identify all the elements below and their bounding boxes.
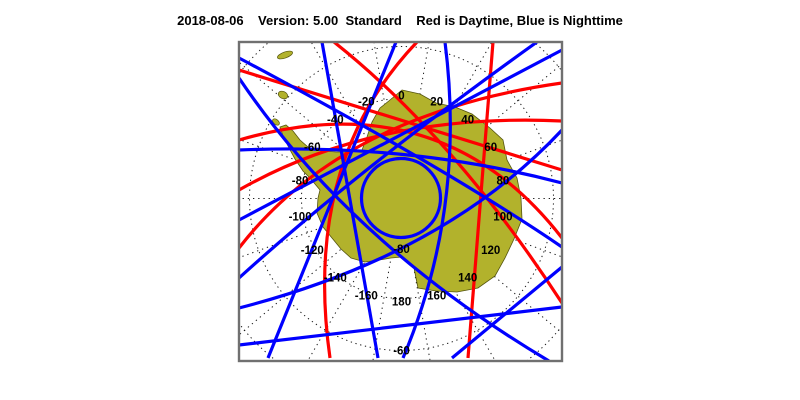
longitude-label: 60 bbox=[484, 142, 497, 154]
longitude-label: -60 bbox=[304, 142, 321, 154]
longitude-label: 180 bbox=[392, 297, 411, 309]
nighttime-track bbox=[401, 42, 452, 359]
nighttime-track bbox=[239, 147, 562, 185]
nighttime-track bbox=[239, 128, 562, 310]
latitude-circle bbox=[249, 46, 554, 351]
island bbox=[277, 90, 289, 100]
longitude-label: -20 bbox=[358, 97, 375, 109]
longitude-label: 160 bbox=[427, 290, 446, 302]
longitude-label: -40 bbox=[327, 115, 344, 127]
daytime-track bbox=[239, 81, 562, 249]
nighttime-track bbox=[239, 48, 562, 222]
longitude-label: 100 bbox=[493, 211, 512, 223]
longitude-label: -80 bbox=[292, 176, 309, 188]
island bbox=[277, 50, 293, 60]
longitude-label: 40 bbox=[461, 115, 474, 127]
nighttime-track bbox=[239, 77, 550, 361]
latitude-label: -80 bbox=[393, 244, 410, 256]
longitude-label: 80 bbox=[497, 176, 510, 188]
longitude-label: 20 bbox=[430, 97, 443, 109]
nighttime-track bbox=[450, 265, 562, 360]
longitude-label: 140 bbox=[458, 272, 477, 284]
satellite-tracks bbox=[239, 42, 562, 361]
daytime-track bbox=[239, 122, 562, 239]
longitude-label: -100 bbox=[289, 211, 312, 223]
map-border bbox=[237, 40, 564, 363]
plot-title: 2018-08-06 Version: 5.00 Standard Red is… bbox=[177, 13, 623, 28]
island bbox=[272, 118, 280, 126]
nighttime-track bbox=[320, 42, 380, 359]
latitude-label: -60 bbox=[393, 346, 410, 358]
daytime-track bbox=[333, 42, 562, 304]
nighttime-track bbox=[239, 56, 562, 249]
longitude-label: 120 bbox=[481, 245, 500, 257]
longitude-label: -140 bbox=[324, 272, 347, 284]
map-labels: 0 20 40 60 80 100 120 140 160 180 -20 -40 -60 -80 -100… bbox=[289, 91, 513, 358]
track-polar-circle bbox=[359, 156, 443, 240]
daytime-track bbox=[239, 118, 562, 192]
nighttime-track bbox=[239, 42, 538, 280]
longitude-label: 0 bbox=[398, 91, 404, 103]
longitude-label: -120 bbox=[301, 245, 324, 257]
longitude-label: -160 bbox=[355, 290, 378, 302]
